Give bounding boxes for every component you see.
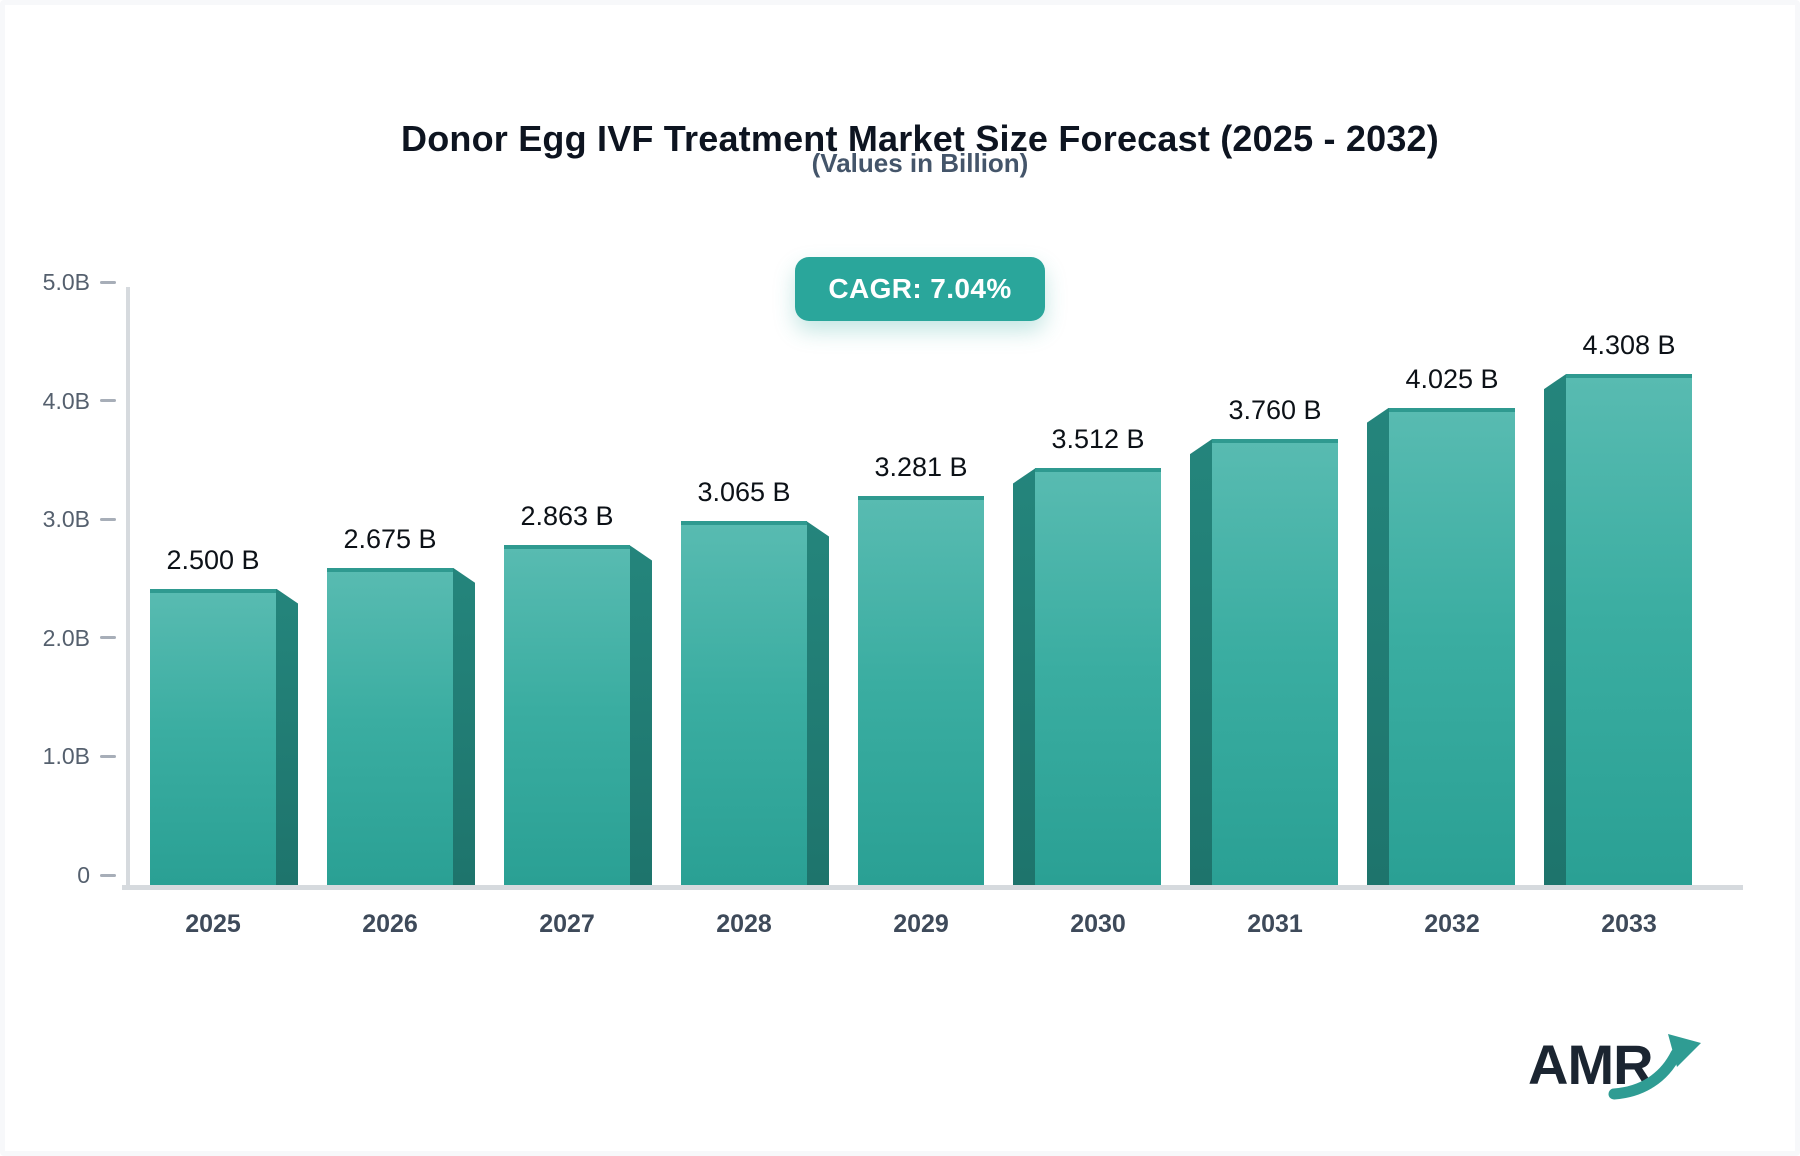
y-tick-dash [100,873,116,877]
bar-2026 [327,567,453,885]
bar-value-label-2031: 3.760 B [1228,395,1322,426]
x-axis-label-2033: 2033 [1601,910,1657,938]
bar-side-2032 [1367,407,1389,885]
bar-value-label-2028: 3.065 B [697,477,791,508]
cagr-badge: CAGR: 7.04% [795,257,1045,321]
x-axis-label-2025: 2025 [185,910,241,938]
y-tick-dash [100,636,116,640]
y-tick-label: 4.0B [42,387,90,414]
y-tick-label: 3.0B [42,506,90,533]
y-tick-dash [100,754,116,758]
y-tick-label: 5.0B [42,269,90,295]
bar-2025 [150,588,276,885]
bar-value-label-2030: 3.512 B [1051,424,1145,455]
growth-arrow-icon [1608,1034,1701,1100]
bar-value-label-2032: 4.025 B [1405,363,1499,394]
bar-2030 [1035,468,1161,885]
bar-value-label-2029: 3.281 B [874,451,968,482]
bar-side-2027 [630,545,652,885]
bar-2033 [1566,374,1692,885]
bar-value-label-2025: 2.500 B [166,544,260,575]
y-tick-label: 0 [77,862,90,888]
bar-2029 [858,495,984,885]
bar-value-label-2027: 2.863 B [520,501,614,532]
x-axis-label-2026: 2026 [362,910,418,938]
x-axis-label-2032: 2032 [1424,910,1480,938]
y-tick-dash [100,399,116,403]
chart-subtitle: (Values in Billion) [811,148,1029,178]
cagr-badge-wrap: CAGR: 7.04% [40,257,1800,321]
bar-2032 [1389,407,1515,885]
bar-value-label-2033: 4.308 B [1582,330,1676,361]
chart-title: Donor Egg IVF Treatment Market Size Fore… [401,118,1439,160]
x-axis-line [122,885,1743,890]
x-axis-label-2028: 2028 [716,910,772,938]
bar-2027 [504,545,630,885]
bar-side-2031 [1190,439,1212,885]
bar-2031 [1212,439,1338,885]
y-axis-line [126,287,130,885]
y-tick-label: 1.0B [42,743,90,770]
bar-value-label-2026: 2.675 B [343,523,437,554]
amr-logo: AMR [1528,1032,1728,1112]
y-tick-dash [100,517,116,521]
x-axis-label-2030: 2030 [1070,910,1126,938]
y-tick-dash [100,280,116,284]
bar-side-2026 [453,567,475,885]
y-tick-label: 2.0B [42,624,90,651]
x-axis-label-2029: 2029 [893,910,949,938]
bar-side-2025 [276,588,298,885]
bar-side-2030 [1013,468,1035,885]
bar-side-2033 [1544,374,1566,885]
bar-side-2028 [807,521,829,885]
x-axis-label-2031: 2031 [1247,910,1303,938]
bar-2028 [681,521,807,885]
x-axis-label-2027: 2027 [539,910,595,938]
